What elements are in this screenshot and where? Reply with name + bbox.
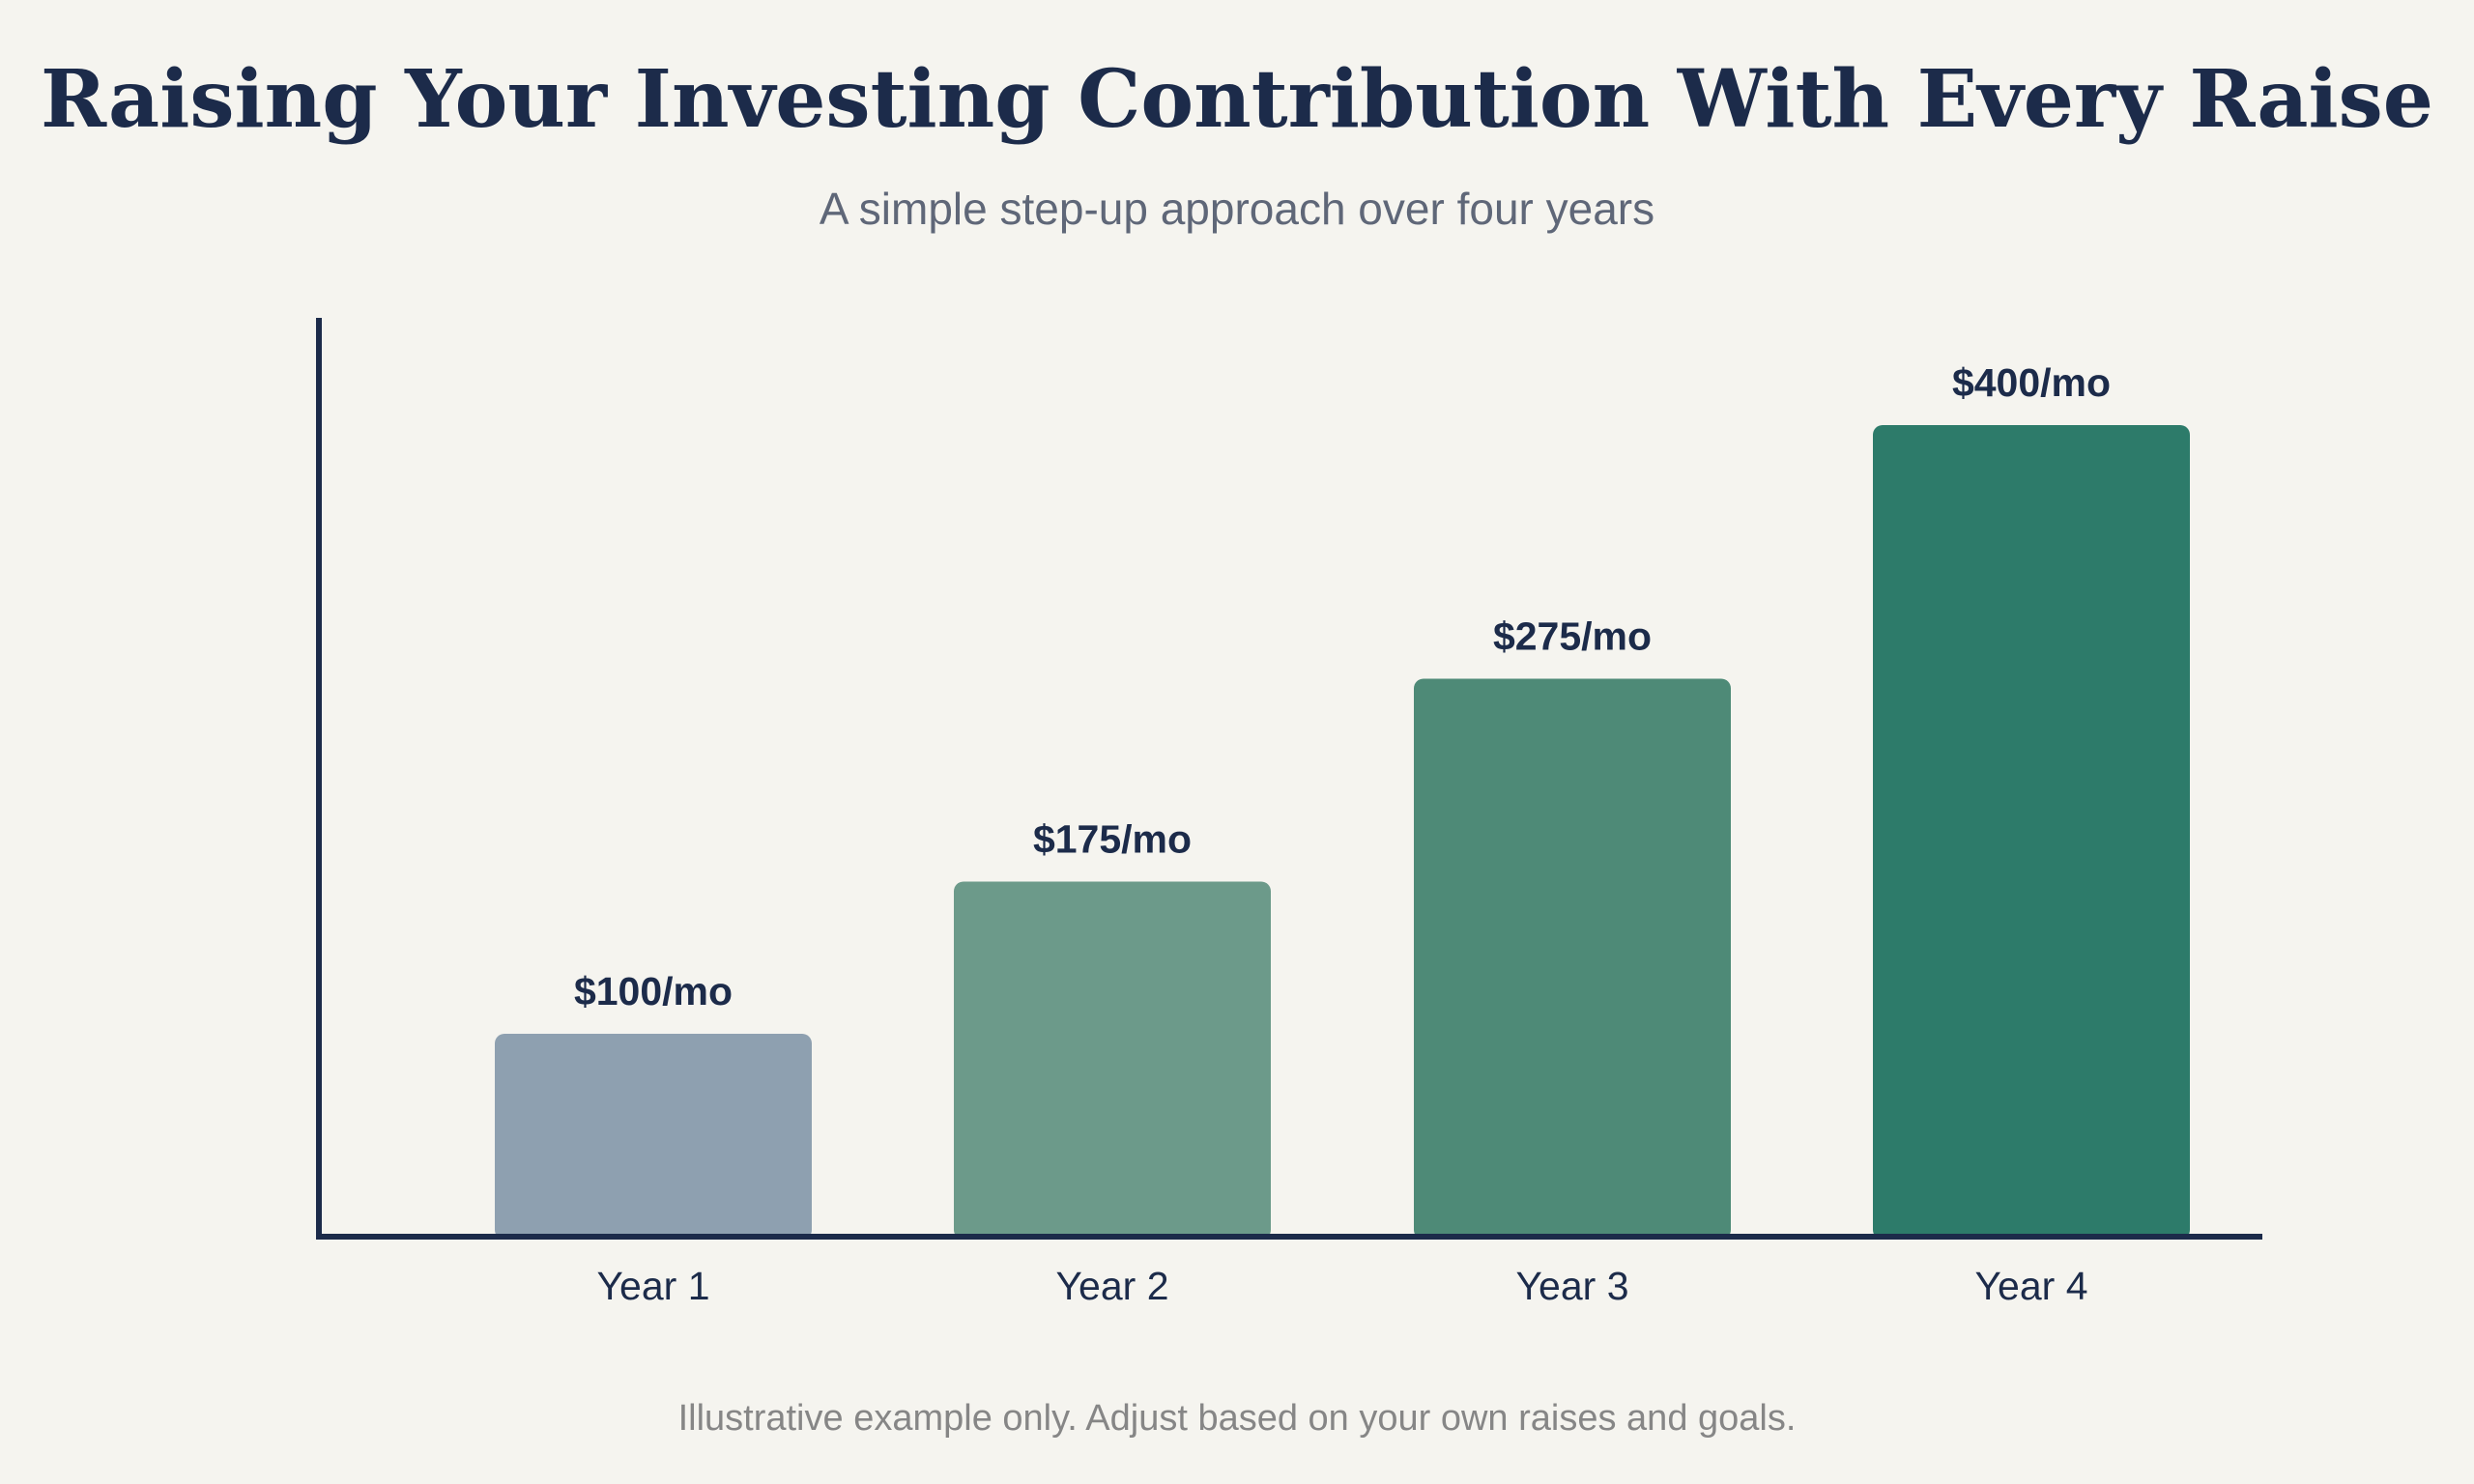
x-tick-label-4: Year 4 [1974, 1264, 2087, 1308]
x-tick-labels-layer: Year 1 Year 2 Year 3 Year 4 [596, 1264, 2087, 1308]
data-label-1: $100/mo [574, 969, 733, 1013]
x-tick-label-2: Year 2 [1055, 1264, 1168, 1308]
x-tick-label-1: Year 1 [596, 1264, 709, 1308]
data-labels-layer: $100/mo $175/mo $275/mo $400/mo [574, 360, 2111, 1013]
bar-4 [1873, 425, 2190, 1240]
bar-2 [954, 881, 1271, 1240]
bar-1 [495, 1034, 812, 1240]
data-label-4: $400/mo [1952, 360, 2111, 405]
chart-title: Raising Your Investing Contribution With… [41, 53, 2433, 146]
x-tick-label-3: Year 3 [1515, 1264, 1628, 1308]
footnote: Illustrative example only. Adjust based … [677, 1398, 1797, 1439]
data-label-2: $175/mo [1033, 817, 1192, 862]
bar-3 [1414, 678, 1731, 1240]
bars-layer [495, 425, 2190, 1240]
chart-subtitle: A simple step-up approach over four year… [819, 184, 1655, 234]
data-label-3: $275/mo [1493, 614, 1652, 659]
